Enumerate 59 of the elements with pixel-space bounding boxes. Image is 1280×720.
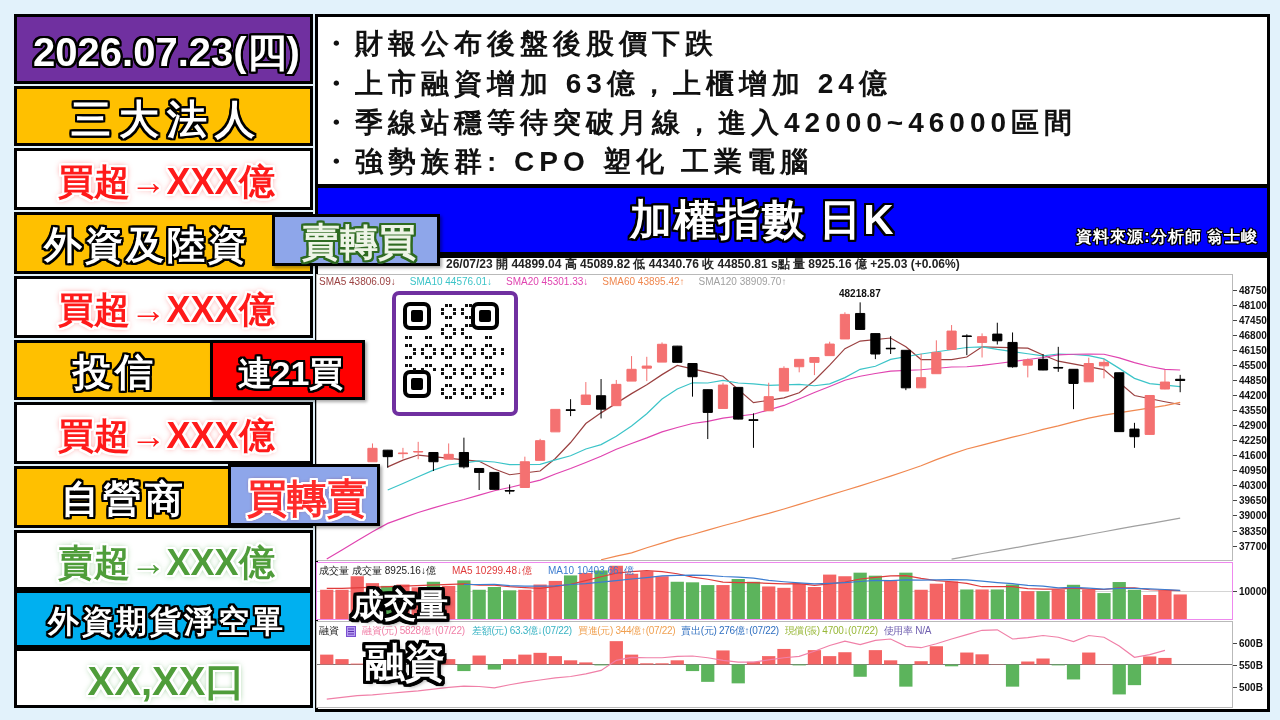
text: ・強勢族群: CPO 塑化 工業電腦 [322,145,814,179]
annotation: 成交量 8925.16↓億 [352,565,436,577]
y-tick-label: 42250 [1239,435,1268,447]
y-tick-label: 47450 [1239,314,1268,326]
y-tick-label: 500B [1239,681,1263,693]
y-tick-label: 46800 [1239,329,1268,341]
y-tick-label: 600B [1239,638,1263,650]
text: 融資(元) 5828億↑(07/22) [362,625,465,637]
y-tick-label: 39650 [1239,495,1268,507]
y-tick-label: 45500 [1239,359,1268,371]
y-tick-label: 44200 [1239,389,1268,401]
text: SMA10 44576.01↓ [409,276,492,288]
annotation: 賣出(元) 276億↑(07/22) [681,625,779,637]
y-tick-label: 40300 [1239,480,1268,492]
text: 買超→XXX億 [58,160,275,204]
text: 外資期貨淨空單 [47,603,286,641]
y-tick-label: 38350 [1239,525,1268,537]
chart-title: 加權指數 日K [629,194,896,245]
y-tick-label: 48100 [1239,299,1268,311]
annotation: 現償(張) 4700↓(07/22) [784,625,878,637]
y-tick-label: 44850 [1239,374,1268,386]
text: SMA20 45301.33↓ [506,276,589,288]
text: SMA5 43806.09↓ [319,276,396,288]
annotation: 使用率 N/A [883,625,932,637]
y-tick-label: 10000 [1239,585,1268,597]
text: ・上市融資增加 63億，上櫃增加 24億 [322,67,892,101]
text: XX,XX口 [87,658,246,705]
text: 自營商 [61,477,187,523]
text: 2026.07.23(四) [33,29,300,76]
text: 外資及陸資 [43,223,249,269]
text: 投信 [73,350,157,396]
y-tick-label: 48750 [1239,284,1268,296]
annotation: 買進(元) 344億↑(07/22) [577,625,676,637]
y-tick-label: 37700 [1239,540,1268,552]
y-tick-label: 43550 [1239,405,1268,417]
annotation: 差額(元) 63.3億↓(07/22) [472,625,572,637]
text: 賣轉買 [302,220,416,266]
text: SMA120 38909.70↑ [698,276,787,288]
text: SMA60 43895.42↑ [602,276,685,288]
y-tick-label: 41600 [1239,450,1268,462]
y-tick-label: 39000 [1239,510,1268,522]
y-tick-label: 46150 [1239,344,1268,356]
annotation: 買轉賣 [247,475,367,522]
text: 賣超→XXX億 [58,541,275,585]
annotation: 融資 [319,625,339,637]
y-tick-label: 550B [1239,660,1263,672]
source-note: 資料來源:分析師 翁士峻 [1076,227,1258,247]
text: 三大法人 [70,96,263,143]
y-tick-label: 40950 [1239,465,1268,477]
text: 買超→XXX億 [58,288,275,332]
text: 買超→XXX億 [58,414,275,458]
y-tick-label: 42900 [1239,420,1268,432]
text: 26/07/23 開 44899.04 高 45089.82 低 44340.76 收 44850.81 s點 量 8925.16 億 +25.03 (+0.06%) [446,257,960,272]
text: ・財報公布後盤後股價下跌 [322,27,718,61]
text: ・季線站穩等待突破月線，進入42000~46000區間 [322,106,1078,140]
annotation: 成交量 [319,565,349,577]
annotation: 連21買 [237,352,344,394]
annotation: 48218.87 [839,288,882,299]
series-label: MA5 10299.48↓億 [451,565,532,577]
